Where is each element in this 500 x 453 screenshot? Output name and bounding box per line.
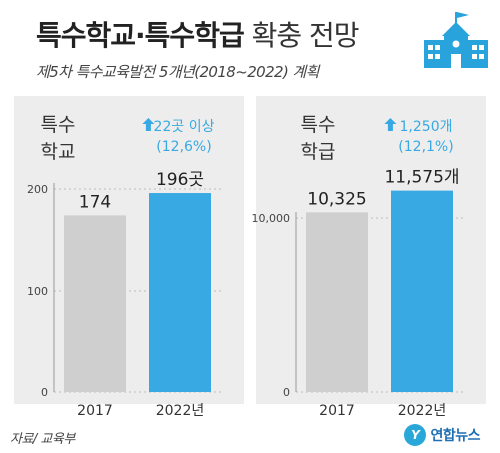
page-subtitle: 제5차 특수교육발전 5개년(2018~2022) 계획: [36, 63, 319, 81]
schools-category-label: 2022년: [156, 403, 205, 419]
classes-ytick-label: 10,000: [252, 212, 291, 225]
page-title: 특수학교·특수학급 확충 전망: [36, 14, 360, 54]
title-light: 확충 전망: [251, 19, 360, 52]
title-bold: 특수학교·특수학급: [36, 19, 245, 52]
schools-ytick-label: 100: [27, 285, 48, 298]
schools-ytick-label: 200: [27, 183, 48, 196]
classes-value-label: 10,325: [307, 189, 366, 209]
classes-bar-2022년: [391, 190, 453, 392]
schools-ytick-label: 0: [41, 386, 48, 399]
schools-category-label: 2017: [77, 403, 113, 419]
classes-value-label: 11,575개: [384, 168, 459, 188]
yonhap-logo: Y 연합뉴스: [404, 424, 480, 446]
logo-text: 연합뉴스: [430, 428, 480, 444]
logo-badge: Y: [404, 424, 427, 446]
schools-bar-2022년: [149, 193, 211, 392]
source-note: 자료/ 교육부: [10, 432, 75, 447]
classes-bar-2017: [306, 212, 368, 392]
classes-panel-label: 학급: [301, 141, 336, 163]
classes-change-label: 1,250개: [400, 119, 453, 135]
classes-panel-label: 특수: [301, 114, 336, 136]
schools-panel-label: 특수: [41, 114, 76, 136]
classes-ytick-label: 0: [283, 386, 290, 399]
classes-up-arrow-icon: [384, 118, 397, 131]
schools-bar-2017: [64, 215, 126, 392]
schools-value-label: 196곳: [156, 170, 204, 190]
schools-change-label: (12,6%): [156, 139, 211, 155]
classes-category-label: 2022년: [398, 403, 447, 419]
schools-change-label: 22곳 이상: [154, 119, 215, 135]
classes-change-label: (12,1%): [398, 139, 453, 155]
schools-panel-label: 학교: [41, 141, 76, 163]
schools-up-arrow-icon: [142, 118, 155, 131]
classes-category-label: 2017: [319, 403, 355, 419]
schools-value-label: 174: [79, 192, 111, 212]
school-building-icon: [424, 12, 488, 68]
